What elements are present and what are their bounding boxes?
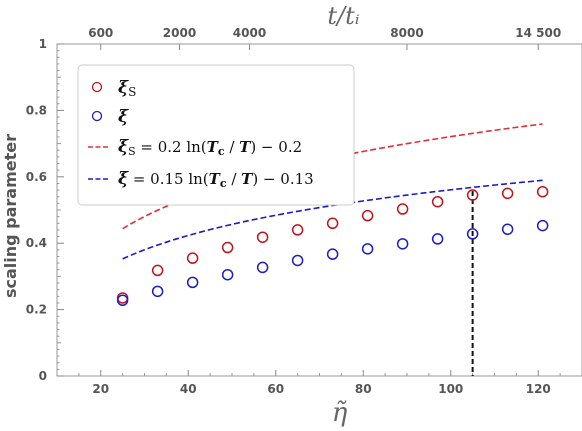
data-point-xi	[186, 276, 199, 289]
data-point-xi-s	[151, 264, 164, 277]
y-tick-label: 0	[39, 369, 47, 383]
data-point-xi	[466, 228, 479, 240]
data-point-xi-s	[466, 189, 479, 201]
legend-fit-t: T	[241, 170, 254, 188]
data-point-xi	[256, 261, 269, 274]
data-point-xi-s	[326, 217, 339, 230]
legend-entry-label: ξ	[118, 107, 129, 127]
data-point-xi-s	[501, 187, 514, 200]
top-tick-label: 14 500	[515, 26, 561, 40]
legend-fit-tc: T	[209, 170, 222, 188]
legend-symbol: ξ	[118, 78, 129, 98]
legend-fit-tc-sub: c	[220, 177, 227, 190]
data-point-xi	[221, 268, 234, 281]
data-point-xi	[151, 285, 164, 298]
data-point-xi-s	[186, 252, 199, 264]
legend-entry-label: ξS	[118, 78, 136, 99]
data-point-xi-s	[536, 185, 549, 198]
legend-fit-label: ξ = 0.15 ln(Tc / T) − 0.13	[118, 169, 314, 190]
x-tick-label: 80	[355, 382, 372, 396]
legend-box	[77, 64, 355, 206]
top-tick-label: 2000	[163, 26, 196, 40]
legend-fit-subscript: S	[128, 145, 136, 158]
legend-marker	[91, 81, 103, 93]
data-point-xi-s	[431, 195, 444, 208]
legend-fit-symbol: ξ	[118, 169, 129, 189]
data-point-xi	[501, 223, 514, 236]
legend-subscript: S	[128, 85, 136, 99]
y-tick-label: 0.6	[26, 170, 47, 184]
data-point-xi-s	[291, 224, 304, 236]
legend-symbol: ξ	[118, 107, 129, 127]
data-point-xi-s	[256, 231, 269, 243]
legend-marker	[91, 110, 103, 122]
data-point-xi	[361, 243, 374, 255]
x-tick-label: 100	[438, 382, 463, 396]
top-tick-label: 4000	[233, 26, 266, 40]
legend-fit-tc: T	[207, 138, 220, 156]
data-point-xi	[116, 294, 129, 307]
top-tick-label: 8000	[390, 26, 423, 40]
y-axis-label: scaling parameter	[1, 134, 20, 298]
data-point-xi	[536, 219, 549, 232]
y-tick-label: 1	[39, 37, 47, 51]
legend-fit-tail: ) − 0.2	[250, 138, 302, 156]
legend-fit-slash: /	[227, 170, 242, 188]
legend-fit-t: T	[239, 138, 252, 156]
legend-fit-tc-sub: c	[218, 145, 225, 158]
x-tick-label: 20	[92, 382, 109, 396]
x-axis-label: η̃	[332, 398, 348, 428]
data-point-xi-s	[221, 241, 234, 254]
legend-fit-symbol: ξ	[118, 137, 129, 157]
top-axis-label: t/tᵢ	[327, 2, 359, 30]
data-point-xi	[431, 233, 444, 245]
y-tick-label: 0.4	[26, 236, 47, 250]
data-point-xi-s	[116, 292, 129, 304]
y-tick-label: 0.2	[26, 303, 47, 317]
legend-fit-label: ξS = 0.2 ln(Tc / T) − 0.2	[118, 137, 302, 158]
data-point-xi	[291, 254, 304, 267]
data-point-xi-s	[396, 203, 409, 215]
legend-fit-slash: /	[225, 138, 240, 156]
data-point-xi-s	[361, 209, 374, 222]
legend-fit-tail: ) − 0.13	[252, 170, 313, 188]
legend-fit-text: = 0.15 ln(	[128, 170, 209, 188]
x-tick-label: 40	[180, 382, 197, 396]
y-tick-label: 0.8	[26, 103, 47, 117]
legend-fit-text: = 0.2 ln(	[136, 138, 207, 156]
data-point-xi	[396, 238, 409, 250]
x-tick-label: 120	[526, 382, 551, 396]
top-tick-label: 600	[88, 26, 113, 40]
data-point-xi	[326, 248, 339, 260]
x-tick-label: 60	[267, 382, 284, 396]
